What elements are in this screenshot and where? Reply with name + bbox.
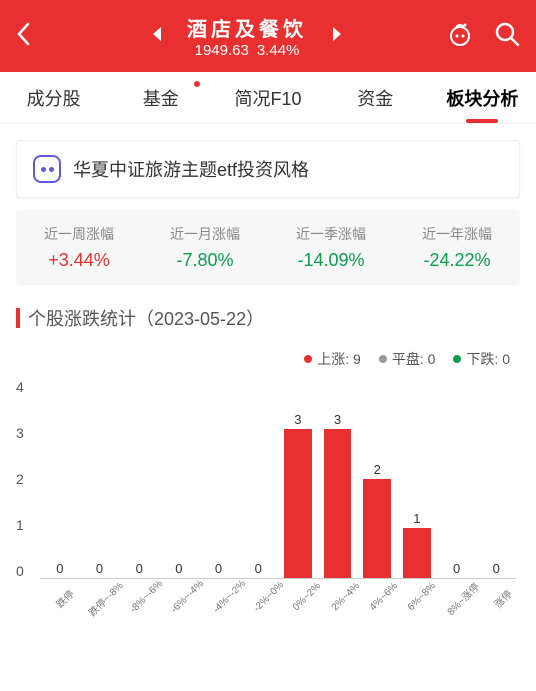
bar-slot: 0 — [476, 379, 516, 578]
x-tick-label: 6%~8% — [405, 579, 443, 617]
stat-value: -14.09% — [268, 250, 394, 271]
bar-value-label: 0 — [476, 561, 516, 576]
bar — [363, 479, 391, 579]
y-tick: 3 — [16, 425, 24, 441]
bot-icon — [33, 155, 61, 183]
prev-arrow-icon[interactable] — [151, 26, 163, 47]
period-stat: 近一年涨幅 -24.22% — [394, 224, 520, 271]
x-tick-label: -4%~-2% — [211, 578, 251, 618]
period-stat: 近一周涨幅 +3.44% — [16, 224, 142, 271]
y-tick: 2 — [16, 471, 24, 487]
tab-基金[interactable]: 基金 — [107, 73, 214, 123]
legend-item: 平盘: 0 — [379, 349, 436, 369]
period-stat: 近一季涨幅 -14.09% — [268, 224, 394, 271]
x-tick-label: 4%~6% — [367, 579, 405, 617]
legend-dot — [304, 355, 312, 363]
chart-legend: 上涨: 9 平盘: 0 下跌: 0 — [16, 349, 520, 369]
x-tick-label: -2%~0% — [252, 579, 290, 617]
bar — [403, 528, 431, 578]
bar-slot: 0 — [437, 379, 477, 578]
x-tick-label: -6%~-4% — [169, 578, 209, 618]
bar-value-label: 1 — [397, 511, 437, 526]
tab-bar: 成分股基金简况F10资金板块分析 — [0, 72, 536, 124]
bar — [324, 429, 352, 578]
legend-dot — [453, 355, 461, 363]
x-axis: 跌停跌停~-8%-8%~-6%-6%~-4%-4%~-2%-2%~0%0%~2%… — [40, 583, 516, 608]
bar-value-label: 0 — [199, 561, 239, 576]
chart-plot: 000000332100 — [40, 379, 516, 579]
header-center: 酒店及餐饮 1949.63 3.44% — [48, 13, 446, 59]
bar-slot: 0 — [238, 379, 278, 578]
bar-slot: 0 — [199, 379, 239, 578]
y-tick: 4 — [16, 379, 24, 395]
legend-label: 上涨: 9 — [317, 349, 361, 369]
bar-slot: 0 — [80, 379, 120, 578]
index-value: 1949.63 — [195, 42, 249, 59]
stat-value: +3.44% — [16, 250, 142, 271]
stat-label: 近一月涨幅 — [142, 224, 268, 244]
bar-slot: 3 — [318, 379, 358, 578]
stat-label: 近一周涨幅 — [16, 224, 142, 244]
tab-板块分析[interactable]: 板块分析 — [429, 73, 536, 123]
back-button[interactable] — [16, 22, 48, 51]
tab-简况F10[interactable]: 简况F10 — [214, 73, 321, 123]
bar-slot: 0 — [119, 379, 159, 578]
legend-label: 平盘: 0 — [392, 349, 436, 369]
section-title: 个股涨跌统计（2023-05-22） — [16, 305, 520, 331]
bar-value-label: 0 — [437, 561, 477, 576]
stat-label: 近一年涨幅 — [394, 224, 520, 244]
bar-slot: 0 — [159, 379, 199, 578]
bar-slot: 1 — [397, 379, 437, 578]
x-tick-label: 跌停~-8% — [85, 578, 126, 619]
bar-value-label: 3 — [318, 412, 358, 427]
stock-change-chart: 43210 000000332100 跌停跌停~-8%-8%~-6%-6%~-4… — [16, 379, 520, 629]
period-stats-row: 近一周涨幅 +3.44%近一月涨幅 -7.80%近一季涨幅 -14.09%近一年涨幅 -… — [16, 210, 520, 285]
header-title: 酒店及餐饮 — [187, 13, 307, 42]
legend-item: 上涨: 9 — [304, 349, 361, 369]
bar-slot: 2 — [357, 379, 397, 578]
legend-item: 下跌: 0 — [453, 349, 510, 369]
tab-成分股[interactable]: 成分股 — [0, 73, 107, 123]
bar-value-label: 2 — [357, 462, 397, 477]
x-tick-label: 0%~2% — [290, 579, 328, 617]
bar-value-label: 0 — [238, 561, 278, 576]
bar-value-label: 0 — [119, 561, 159, 576]
section-title-text: 个股涨跌统计（2023-05-22） — [28, 305, 264, 331]
x-tick-label: -8%~-6% — [128, 578, 168, 618]
stat-label: 近一季涨幅 — [268, 224, 394, 244]
tab-资金[interactable]: 资金 — [322, 73, 429, 123]
legend-label: 下跌: 0 — [466, 349, 510, 369]
x-tick-label: 涨停 — [483, 579, 521, 617]
x-tick-label: 8%~涨停 — [443, 579, 482, 618]
bar-value-label: 0 — [159, 561, 199, 576]
top-header: 酒店及餐饮 1949.63 3.44% — [0, 0, 536, 72]
x-tick-label: 2%~4% — [328, 579, 366, 617]
banner-text: 华夏中证旅游主题etf投资风格 — [73, 156, 309, 182]
stat-value: -24.22% — [394, 250, 520, 271]
legend-dot — [379, 355, 387, 363]
bar — [284, 429, 312, 578]
bar-slot: 0 — [40, 379, 80, 578]
next-arrow-icon[interactable] — [331, 26, 343, 47]
bar-value-label: 0 — [40, 561, 80, 576]
x-tick-label: 跌停 — [46, 579, 84, 617]
y-tick: 1 — [16, 517, 24, 533]
bar-value-label: 3 — [278, 412, 318, 427]
y-tick: 0 — [16, 563, 24, 579]
bar-value-label: 0 — [80, 561, 120, 576]
search-icon[interactable] — [494, 21, 520, 52]
assistant-icon[interactable] — [446, 20, 474, 53]
etf-banner[interactable]: 华夏中证旅游主题etf投资风格 — [16, 140, 520, 198]
period-stat: 近一月涨幅 -7.80% — [142, 224, 268, 271]
index-change: 3.44% — [257, 42, 300, 59]
bar-slot: 3 — [278, 379, 318, 578]
stat-value: -7.80% — [142, 250, 268, 271]
y-axis: 4 3 2 1 0 — [16, 379, 24, 579]
